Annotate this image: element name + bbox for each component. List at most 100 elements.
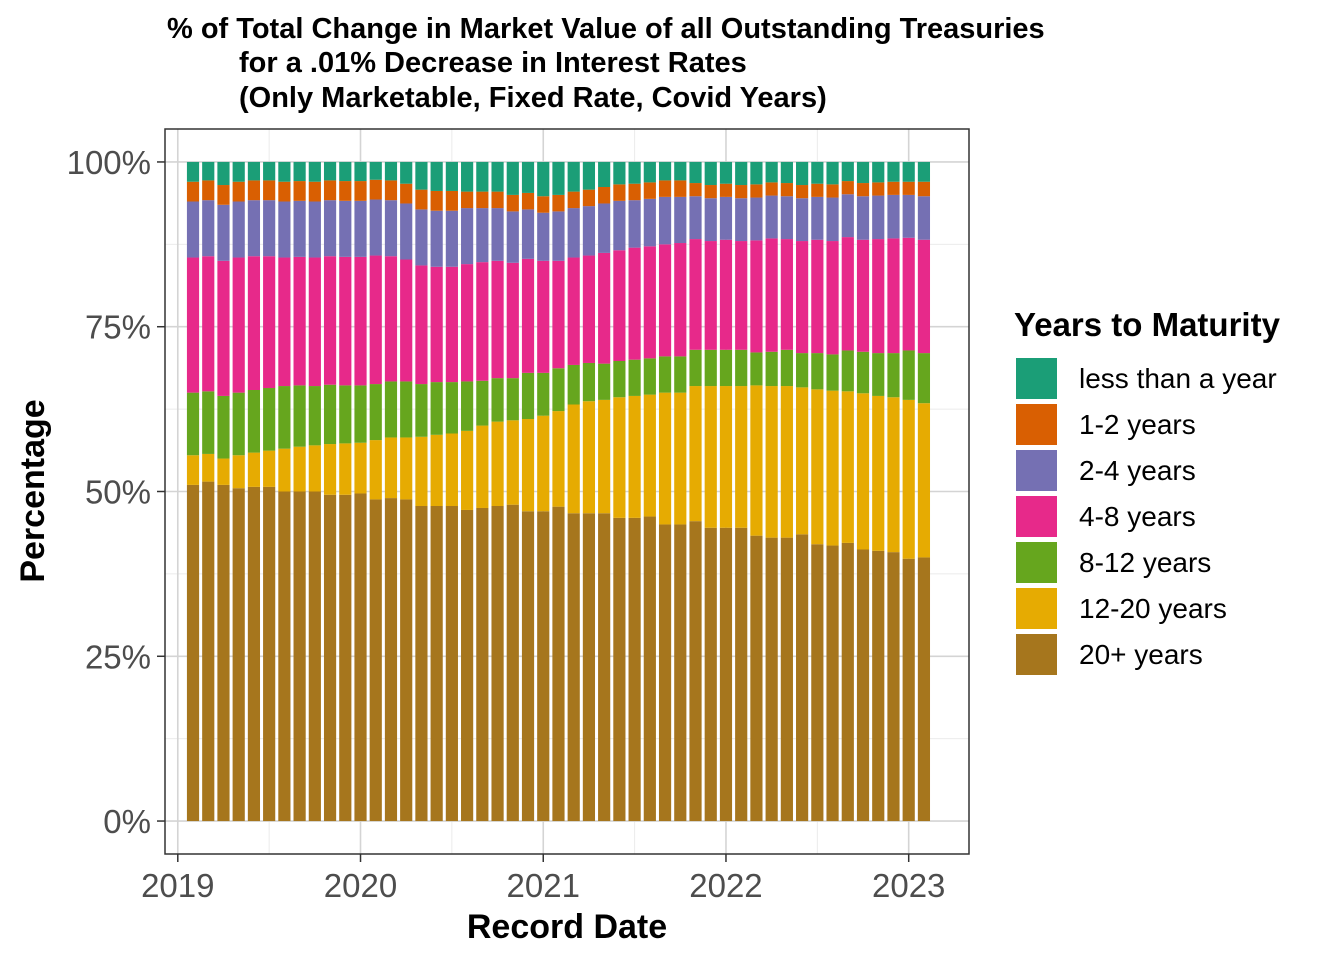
bar-segment	[537, 372, 550, 416]
bar-segment	[430, 382, 443, 435]
bar-segment	[796, 241, 809, 354]
bar-segment	[232, 201, 245, 258]
bar-segment	[445, 266, 458, 383]
bar-segment	[339, 181, 352, 201]
bar-segment	[400, 499, 413, 822]
bar-segment	[598, 203, 611, 253]
bar-segment	[826, 197, 839, 242]
bar-segment	[247, 180, 261, 201]
bar-segment	[780, 386, 793, 538]
bar-segment	[354, 200, 367, 257]
bar-segment	[887, 397, 900, 553]
bar-segment	[841, 391, 854, 543]
bar-segment	[445, 433, 458, 506]
bar-segment	[491, 421, 504, 506]
bar-segment	[202, 161, 215, 181]
bar-segment	[323, 200, 337, 257]
bar-segment	[582, 513, 596, 822]
bar-segment	[308, 161, 321, 182]
bar-segment	[369, 161, 382, 180]
bar-segment	[247, 200, 261, 257]
bar-segment	[339, 443, 352, 495]
bar-segment	[217, 185, 230, 205]
bar-segment	[476, 191, 489, 209]
bar-segment	[704, 198, 717, 242]
bar-segment	[902, 161, 915, 182]
bar-segment	[430, 161, 443, 191]
bar-segment	[628, 247, 641, 360]
bar-segment	[263, 161, 276, 181]
legend-label: less than a year	[1079, 363, 1277, 394]
bar-segment	[780, 196, 793, 240]
bar-segment	[765, 182, 778, 196]
bar-segment	[384, 200, 398, 257]
bar-segment	[354, 493, 367, 822]
bar-segment	[643, 182, 656, 199]
bar-segment	[856, 196, 870, 240]
x-axis-title: Record Date	[467, 908, 667, 946]
bar-segment	[811, 389, 824, 545]
bar-segment	[750, 184, 763, 198]
bar-segment	[384, 437, 398, 499]
bar-segment	[628, 359, 641, 396]
bar-segment	[567, 364, 580, 405]
legend-swatch	[1016, 450, 1057, 491]
bar-segment	[278, 491, 291, 822]
bar-segment	[628, 183, 641, 201]
bar-segment	[796, 353, 809, 388]
bar-segment	[430, 190, 443, 211]
bar-segment	[445, 190, 458, 211]
bar-segment	[628, 161, 641, 184]
bar-segment	[567, 257, 580, 365]
bar-segment	[719, 161, 733, 184]
bar-segment	[856, 161, 870, 184]
bar-segment	[293, 385, 306, 447]
bar-segment	[552, 161, 565, 195]
bar-segment	[613, 200, 626, 251]
bar-segment	[658, 196, 672, 245]
bar-segment	[613, 397, 626, 518]
bar-segment	[369, 384, 382, 441]
bar-segment	[872, 239, 885, 354]
bar-segment	[415, 265, 428, 385]
bar-segment	[917, 353, 931, 404]
bar-segment	[567, 208, 580, 258]
legend-label: 20+ years	[1079, 639, 1203, 670]
bar-segment	[811, 239, 824, 354]
x-tick-label: 2020	[324, 867, 397, 904]
bar-segment	[445, 161, 458, 191]
bar-segment	[506, 161, 519, 195]
bar-segment	[856, 549, 870, 822]
bar-segment	[186, 455, 200, 485]
bar-segment	[628, 200, 641, 248]
bar-segment	[613, 184, 626, 201]
bar-segment	[232, 455, 245, 489]
bar-segment	[613, 361, 626, 398]
bar-segment	[430, 434, 443, 506]
bar-segment	[263, 200, 276, 257]
bar-segment	[491, 378, 504, 422]
bar-segment	[887, 238, 900, 354]
bar-segment	[780, 183, 793, 197]
bar-segment	[643, 358, 656, 395]
bar-segment	[872, 195, 885, 240]
bar-segment	[537, 415, 550, 512]
y-tick-label: 75%	[85, 309, 151, 346]
bar-segment	[887, 552, 900, 822]
bar-segment	[552, 260, 565, 369]
bar-segment	[369, 199, 382, 256]
bar-segment	[658, 524, 672, 822]
bar-segment	[796, 387, 809, 535]
bar-segment	[719, 239, 733, 350]
bar-segment	[476, 161, 489, 192]
bar-segment	[339, 385, 352, 444]
bar-segment	[491, 208, 504, 261]
bar-segment	[902, 181, 915, 195]
bar-segment	[613, 161, 626, 185]
bar-segment	[765, 195, 778, 239]
bar-segment	[658, 161, 672, 181]
y-axis-title: Percentage	[14, 399, 52, 582]
bar-segment	[704, 527, 717, 822]
bar-segment	[186, 484, 200, 822]
